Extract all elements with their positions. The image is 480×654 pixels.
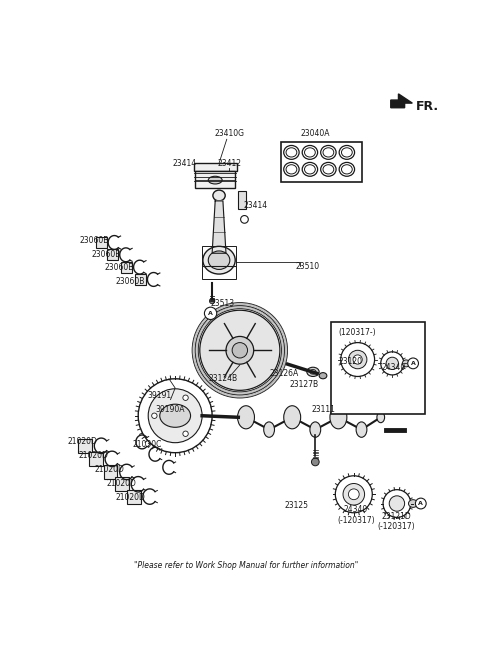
Text: 21020D: 21020D (79, 451, 108, 460)
Polygon shape (212, 201, 226, 253)
Bar (202, 245, 236, 279)
Ellipse shape (377, 412, 384, 422)
Polygon shape (391, 94, 412, 108)
Ellipse shape (264, 422, 275, 438)
Circle shape (386, 357, 398, 370)
Text: 23060B: 23060B (116, 277, 145, 286)
Text: 23040A: 23040A (300, 129, 330, 139)
Ellipse shape (203, 247, 235, 274)
Text: A: A (419, 501, 423, 506)
Circle shape (183, 395, 188, 400)
Circle shape (348, 489, 359, 500)
Text: "Please refer to Work Shop Manual for further information": "Please refer to Work Shop Manual for fu… (134, 560, 358, 570)
Text: 23126A: 23126A (270, 369, 299, 378)
Bar (194, 164, 237, 171)
Bar (89, 452, 103, 466)
Text: 23120: 23120 (339, 357, 363, 366)
Ellipse shape (402, 360, 410, 367)
Text: 24340: 24340 (382, 363, 406, 371)
Bar (78, 439, 92, 453)
Text: 23412: 23412 (217, 159, 241, 167)
Text: 21020D: 21020D (68, 438, 98, 447)
Bar (281, 142, 361, 182)
Ellipse shape (208, 251, 230, 269)
Text: 21030C: 21030C (133, 439, 162, 449)
Circle shape (312, 458, 319, 466)
Text: 23111: 23111 (311, 405, 335, 414)
Circle shape (204, 307, 217, 320)
Text: A: A (411, 361, 416, 366)
Bar (108, 249, 118, 260)
Text: (120317-): (120317-) (339, 328, 376, 337)
Text: 23510: 23510 (296, 262, 320, 271)
Text: 23125: 23125 (284, 502, 308, 510)
Text: 23410G: 23410G (214, 129, 244, 139)
Ellipse shape (330, 405, 347, 429)
Circle shape (148, 388, 202, 443)
Circle shape (389, 496, 405, 511)
Ellipse shape (310, 422, 321, 438)
Ellipse shape (284, 405, 300, 429)
Ellipse shape (238, 405, 254, 429)
Ellipse shape (213, 190, 225, 201)
Circle shape (232, 343, 248, 358)
Text: 21020D: 21020D (94, 465, 124, 474)
Ellipse shape (160, 404, 191, 427)
Text: 23060B: 23060B (80, 235, 109, 245)
Ellipse shape (356, 422, 367, 438)
Bar (331, 322, 425, 414)
Text: 23060B: 23060B (91, 250, 120, 258)
Ellipse shape (208, 177, 222, 184)
Bar (238, 191, 246, 209)
Circle shape (152, 413, 157, 419)
Circle shape (348, 351, 367, 369)
Text: 23513: 23513 (211, 299, 235, 308)
Text: 23121D
(-120317): 23121D (-120317) (377, 511, 415, 531)
Text: 23414: 23414 (172, 159, 196, 167)
Circle shape (415, 498, 426, 509)
Text: 24340
(-120317): 24340 (-120317) (337, 506, 375, 525)
Circle shape (408, 358, 419, 369)
Text: 23124B: 23124B (208, 374, 238, 383)
Text: 23127B: 23127B (290, 381, 319, 389)
Circle shape (343, 483, 365, 505)
Text: A: A (208, 311, 213, 316)
Bar (195, 171, 235, 188)
Bar (127, 490, 141, 504)
Circle shape (226, 336, 254, 364)
Circle shape (209, 298, 215, 303)
Circle shape (353, 355, 362, 364)
Bar (121, 262, 132, 273)
Text: 39191: 39191 (148, 391, 172, 400)
Circle shape (183, 431, 188, 436)
Text: 39190A: 39190A (156, 405, 185, 414)
Text: 21020D: 21020D (107, 479, 136, 488)
Ellipse shape (408, 500, 418, 508)
Bar (104, 465, 118, 479)
Ellipse shape (310, 370, 316, 374)
Circle shape (200, 310, 280, 390)
Bar (135, 274, 146, 285)
Bar (96, 237, 107, 248)
Text: 23414: 23414 (243, 201, 267, 210)
Ellipse shape (307, 368, 319, 377)
Text: FR.: FR. (415, 99, 439, 112)
Text: 23060B: 23060B (104, 264, 133, 273)
Ellipse shape (319, 373, 327, 379)
Bar (115, 477, 129, 491)
Text: 21020D: 21020D (116, 493, 145, 502)
